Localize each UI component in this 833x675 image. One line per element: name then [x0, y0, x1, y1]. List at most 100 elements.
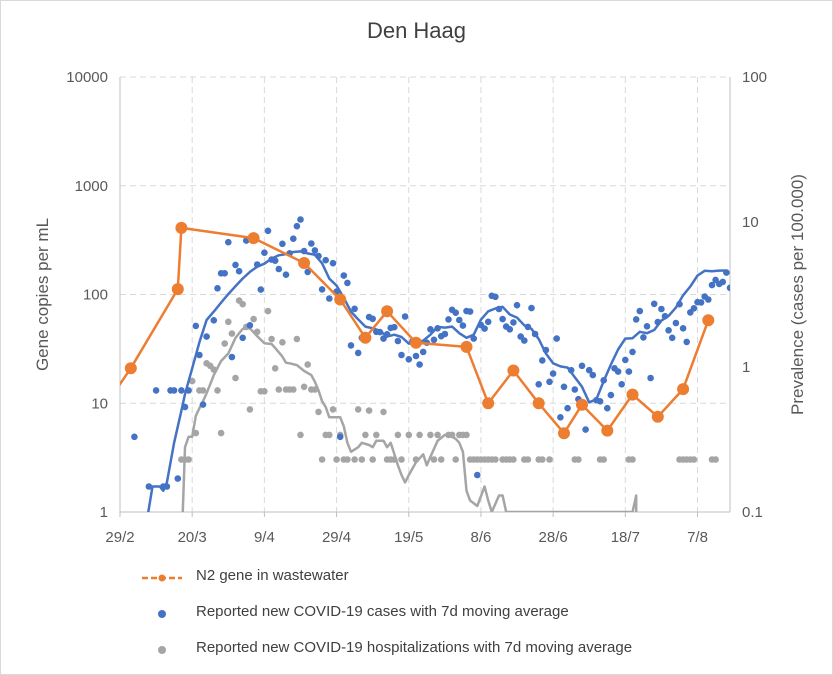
hospitalizations-dot	[199, 387, 207, 394]
cases-dot	[535, 381, 542, 388]
hospitalizations-dot	[510, 456, 517, 463]
hospitalizations-dot	[304, 361, 312, 368]
cases-dot	[297, 216, 304, 223]
wastewater-point	[175, 221, 188, 234]
hospitalizations-dot	[405, 431, 413, 439]
hospitalizations-dot	[398, 456, 405, 463]
cases-dot	[347, 342, 355, 349]
hospitalizations-dot	[246, 406, 254, 413]
cases-dot	[481, 325, 488, 332]
wastewater-point	[532, 397, 545, 410]
cases-dot	[513, 301, 521, 309]
cases-dot	[196, 351, 203, 359]
wastewater-point	[507, 364, 520, 377]
cases-dot	[499, 315, 506, 323]
wastewater-point	[381, 305, 394, 318]
legend-label-hospitalizations: Reported new COVID-19 hospitalizations w…	[196, 639, 633, 656]
cases-dot	[614, 368, 622, 375]
cases-dot	[246, 322, 254, 329]
legend-swatch-cases	[158, 610, 166, 618]
y-tick-label: 1000	[75, 178, 108, 195]
hospitalizations-dot	[394, 431, 402, 439]
cases-dot	[528, 304, 535, 312]
cases-dot	[308, 240, 315, 247]
cases-dot	[290, 235, 297, 242]
cases-dot	[466, 308, 474, 315]
cases-dot	[539, 357, 546, 364]
cases-dot	[329, 259, 337, 267]
legend-swatch-hospitalizations	[158, 646, 166, 654]
cases-dot	[650, 300, 658, 308]
cases-dot	[228, 353, 236, 361]
cases-dot	[232, 261, 239, 269]
cases-dot	[239, 334, 246, 342]
y2-tick-label: 10	[742, 214, 759, 231]
y-tick-label: 100	[83, 287, 108, 304]
hospitalizations-dot	[380, 408, 387, 416]
wastewater-point	[298, 257, 311, 269]
hospitalizations-dot	[369, 456, 377, 463]
hospitalizations-dot	[225, 318, 232, 326]
cases-dot	[235, 267, 243, 275]
cases-dot	[145, 483, 153, 490]
hospitalizations-dot	[575, 456, 582, 463]
hospitalizations-dot	[185, 456, 192, 463]
cases-dot	[326, 295, 333, 302]
wastewater-point	[558, 427, 570, 440]
hospitalizations-dot	[362, 431, 369, 439]
hospitalizations-moving-average-line	[181, 327, 638, 512]
cases-dot	[506, 326, 514, 333]
cases-dot	[640, 334, 647, 341]
cases-dot	[178, 387, 185, 394]
x-tick-label: 9/4	[254, 529, 275, 546]
hospitalizations-dot	[434, 431, 441, 439]
wastewater-point	[626, 388, 639, 401]
cases-dot	[578, 362, 586, 370]
hospitalizations-dot	[712, 456, 719, 463]
hospitalizations-dot	[452, 456, 460, 463]
cases-dot	[405, 356, 413, 363]
x-tick-label: 18/7	[611, 529, 640, 546]
cases-dot	[510, 319, 517, 326]
hospitalizations-dot	[463, 431, 470, 439]
cases-dot	[618, 381, 625, 388]
cases-dot	[203, 333, 210, 340]
y-tick-label: 1	[100, 504, 108, 521]
hospitalizations-dot	[290, 386, 297, 393]
hospitalizations-dot	[217, 429, 225, 437]
cases-dot	[625, 368, 633, 375]
hospitalizations-dot	[524, 456, 532, 463]
hospitalizations-dot	[279, 339, 286, 346]
cases-dot	[456, 316, 463, 324]
hospitalizations-dot	[329, 406, 337, 413]
y2-tick-label: 100	[742, 69, 767, 86]
cases-dot	[452, 309, 460, 317]
cases-dot	[683, 338, 690, 346]
cases-dot	[632, 316, 640, 323]
y2-axis-title: Prevalence (cases per 100.000)	[788, 174, 807, 415]
cases-dot	[214, 285, 221, 292]
cases-dot	[369, 315, 377, 323]
hospitalizations-dot	[416, 431, 423, 439]
cases-dot	[474, 471, 481, 479]
hospitalizations-dot	[600, 456, 607, 463]
hospitalizations-dot	[690, 456, 698, 463]
hospitalizations-dot	[261, 388, 268, 395]
x-tick-label: 29/4	[322, 529, 351, 546]
y-axis-title: Gene copies per mL	[33, 218, 52, 371]
hospitalizations-dot	[300, 383, 308, 391]
wastewater-point	[576, 398, 588, 411]
cases-dot	[279, 240, 286, 248]
cases-dot	[225, 238, 232, 246]
cases-dot	[427, 326, 434, 333]
wastewater-point	[702, 314, 715, 327]
cases-dot	[708, 281, 716, 289]
hospitalizations-dot	[427, 431, 434, 439]
cases-dot	[192, 322, 200, 330]
cases-dot	[585, 366, 593, 374]
hospitalizations-dot	[264, 307, 272, 315]
legend-label-wastewater: N2 gene in wastewater	[196, 567, 349, 584]
x-tick-label: 20/3	[178, 529, 207, 546]
hospitalizations-dot	[228, 330, 236, 337]
cases-dot	[622, 356, 629, 364]
